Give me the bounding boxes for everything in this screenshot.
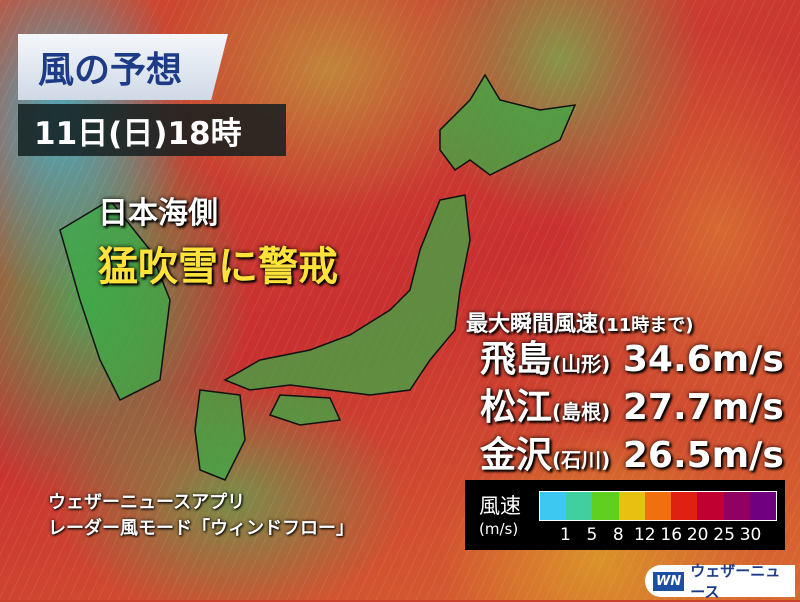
legend-title: 風速: [479, 494, 521, 518]
legend-tick: 12: [633, 525, 656, 545]
legend-swatch: [697, 492, 724, 520]
honshu: [223, 194, 471, 396]
gust-row: 飛島(山形) 34.6m/s: [480, 339, 784, 380]
legend-tick: 1: [560, 525, 571, 545]
hokkaido: [439, 73, 577, 176]
legend-tick: 25: [713, 525, 735, 545]
legend-swatch: [592, 492, 619, 520]
legend-tick: 5: [586, 525, 598, 545]
legend-swatch: [749, 492, 776, 520]
wn-logo-icon: WN: [653, 571, 685, 591]
legend-unit: (m/s): [479, 520, 519, 538]
legend-swatch: [618, 492, 645, 520]
legend-tick: 8: [612, 525, 624, 545]
kyushu: [194, 389, 246, 481]
gust-row: 金沢(石川) 26.5m/s: [480, 435, 784, 476]
max-gust-panel: 最大瞬間風速(11時まで) 飛島(山形) 34.6m/s 松江(島根) 27.7…: [466, 306, 784, 482]
wind-speed-legend: 風速 (m/s) 1 5 8 12 16 20 25 30: [465, 480, 785, 550]
shikoku: [268, 394, 342, 426]
legend-colorbar: [539, 491, 777, 521]
gust-heading: 最大瞬間風速(11時まで): [466, 312, 694, 337]
legend-swatch: [671, 492, 698, 520]
legend-swatch: [540, 492, 567, 520]
gust-row: 松江(島根) 27.7m/s: [480, 387, 784, 428]
legend-tick: 20: [686, 525, 709, 545]
legend-swatch: [644, 492, 672, 520]
app-caption: ウェザーニュースアプリ レーダー風モード「ウィンドフロー」: [48, 492, 354, 539]
legend-swatch: [723, 492, 750, 520]
weathernews-logo: WN ウェザーニュース: [645, 562, 795, 601]
headline-warning: 猛吹雪に警戒: [98, 244, 338, 290]
legend-tick: 16: [660, 525, 683, 545]
korea: [59, 199, 171, 402]
legend-tick: 30: [739, 525, 762, 545]
legend-swatch: [566, 492, 593, 520]
headline-region: 日本海側: [98, 196, 218, 231]
forecast-datetime: 11日(日)18時: [18, 104, 286, 156]
page-title: 風の予想: [18, 34, 228, 100]
